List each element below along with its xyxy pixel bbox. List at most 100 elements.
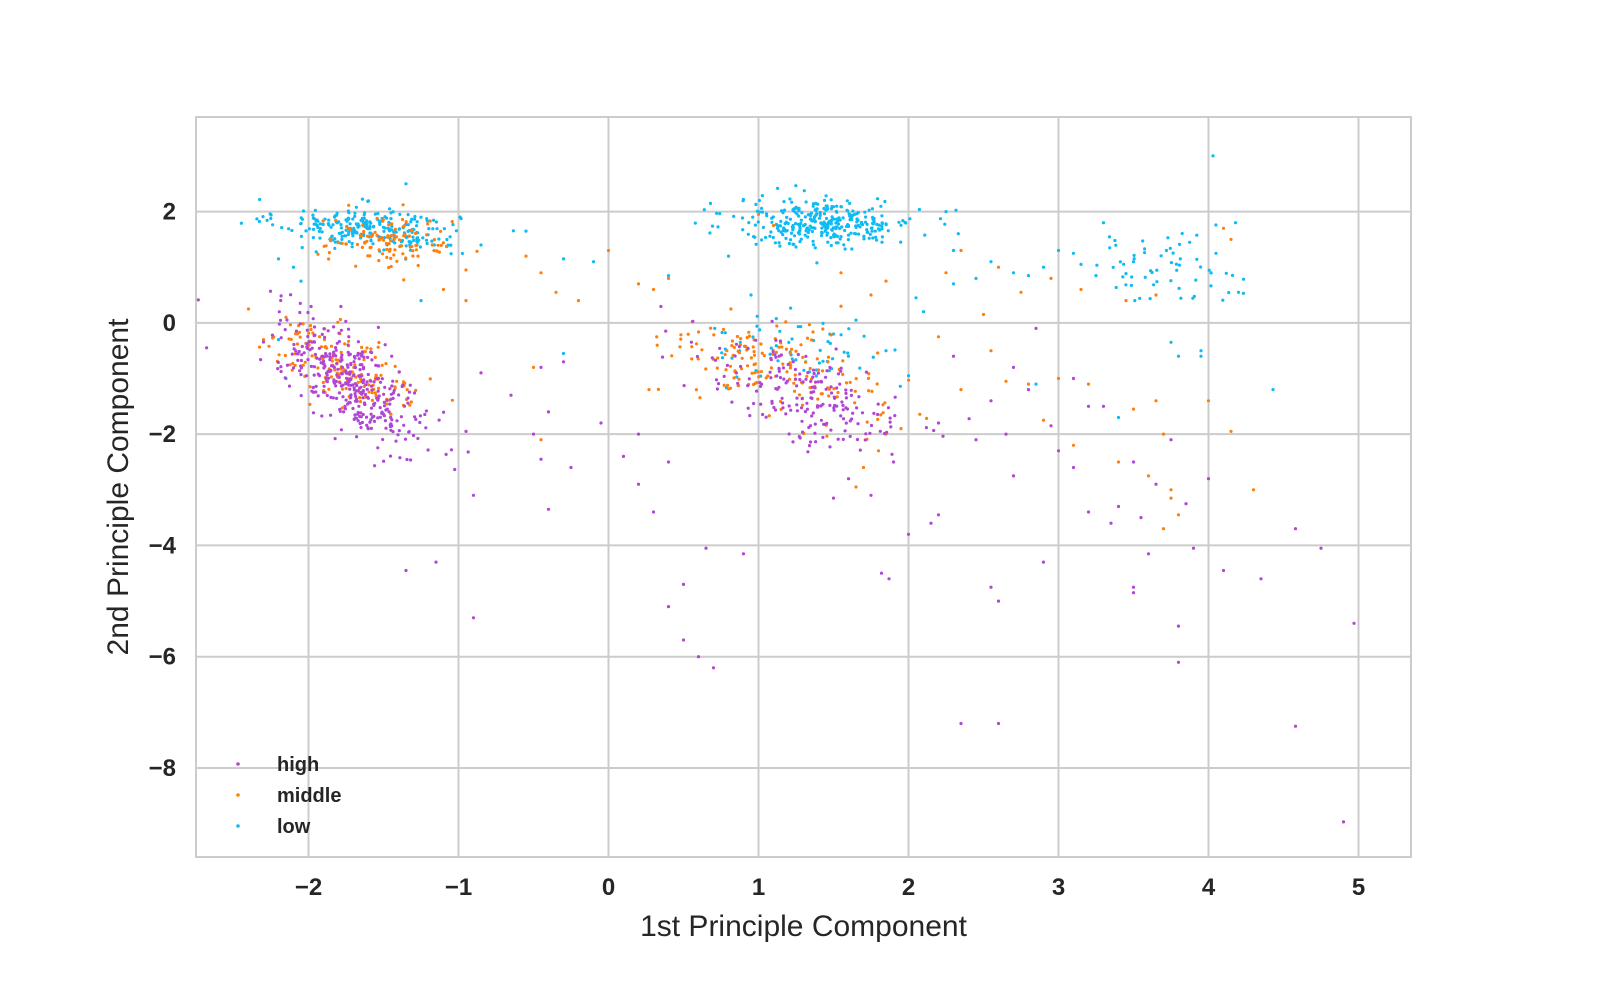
- point-low: [774, 317, 778, 321]
- point-middle: [405, 388, 409, 392]
- point-high: [322, 327, 326, 331]
- point-low: [825, 233, 829, 237]
- point-low: [804, 200, 808, 204]
- point-middle: [368, 254, 372, 258]
- point-middle: [439, 243, 443, 247]
- point-middle: [385, 247, 389, 252]
- point-middle: [728, 364, 733, 368]
- point-high: [664, 329, 668, 333]
- point-high: [741, 552, 746, 556]
- point-high: [306, 358, 310, 362]
- y-axis-label: 2nd Principle Component: [102, 318, 135, 656]
- point-low: [879, 204, 883, 208]
- point-high: [333, 437, 337, 441]
- point-high: [770, 319, 774, 323]
- point-high: [362, 402, 366, 406]
- point-middle: [876, 449, 881, 453]
- point-middle: [432, 238, 436, 242]
- point-low: [434, 220, 438, 224]
- point-middle: [384, 362, 388, 366]
- point-high: [405, 457, 409, 462]
- point-low: [715, 211, 719, 215]
- point-middle: [366, 234, 370, 238]
- point-high: [384, 426, 388, 430]
- point-low: [271, 223, 275, 227]
- point-low: [340, 237, 344, 241]
- point-low: [723, 331, 727, 335]
- point-low: [865, 222, 869, 226]
- point-middle: [679, 333, 683, 337]
- point-middle: [380, 236, 384, 240]
- point-low: [789, 231, 794, 235]
- point-low: [1113, 238, 1117, 243]
- point-middle: [698, 396, 702, 400]
- point-high: [808, 440, 813, 444]
- point-low: [814, 374, 818, 378]
- point-high: [322, 366, 326, 370]
- point-low: [770, 216, 774, 220]
- point-high: [1169, 438, 1173, 442]
- point-low: [956, 232, 960, 236]
- point-high: [878, 429, 882, 433]
- point-high: [848, 434, 852, 438]
- point-low: [790, 200, 794, 204]
- point-high: [851, 411, 855, 415]
- point-low: [843, 228, 847, 233]
- point-high: [329, 395, 333, 399]
- point-high: [370, 358, 374, 362]
- point-low: [369, 221, 373, 225]
- point-high: [352, 388, 356, 392]
- point-high: [546, 507, 551, 511]
- point-middle: [799, 343, 803, 347]
- point-low: [1155, 280, 1159, 284]
- point-middle: [392, 236, 396, 240]
- point-high: [277, 322, 281, 326]
- point-low: [404, 235, 408, 239]
- point-middle: [374, 373, 378, 377]
- point-low: [347, 211, 351, 215]
- point-high: [388, 402, 392, 406]
- point-middle: [316, 366, 320, 370]
- point-low: [1171, 251, 1175, 255]
- point-middle: [869, 293, 873, 297]
- point-high: [816, 380, 820, 384]
- point-low: [835, 234, 840, 238]
- point-middle: [1041, 418, 1046, 422]
- point-low: [868, 232, 872, 236]
- point-middle: [780, 345, 784, 349]
- point-low: [852, 231, 857, 236]
- point-low: [862, 234, 866, 238]
- point-low: [797, 214, 801, 218]
- point-low: [327, 218, 331, 222]
- point-low: [760, 210, 765, 214]
- point-high: [791, 440, 795, 444]
- point-high: [1206, 477, 1211, 481]
- point-low: [1107, 235, 1112, 239]
- point-high: [869, 423, 874, 428]
- point-high: [353, 394, 358, 398]
- point-middle: [735, 334, 740, 339]
- point-high: [846, 477, 851, 481]
- point-low: [1271, 388, 1275, 392]
- point-low: [845, 199, 849, 203]
- point-low: [350, 231, 354, 235]
- point-middle: [678, 345, 682, 349]
- point-low: [361, 218, 365, 222]
- point-low: [921, 310, 926, 314]
- point-high: [793, 377, 798, 381]
- point-middle: [393, 227, 397, 231]
- point-high: [832, 408, 836, 412]
- point-high: [809, 379, 813, 383]
- point-low: [769, 230, 773, 234]
- point-low: [708, 231, 712, 235]
- point-high: [346, 350, 350, 354]
- point-high: [261, 340, 266, 344]
- point-low: [460, 251, 464, 256]
- point-high: [397, 370, 401, 374]
- point-low: [317, 229, 321, 233]
- point-low: [413, 214, 417, 219]
- point-middle: [752, 353, 757, 357]
- point-low: [794, 184, 798, 188]
- point-high: [314, 390, 318, 394]
- point-high: [276, 367, 280, 371]
